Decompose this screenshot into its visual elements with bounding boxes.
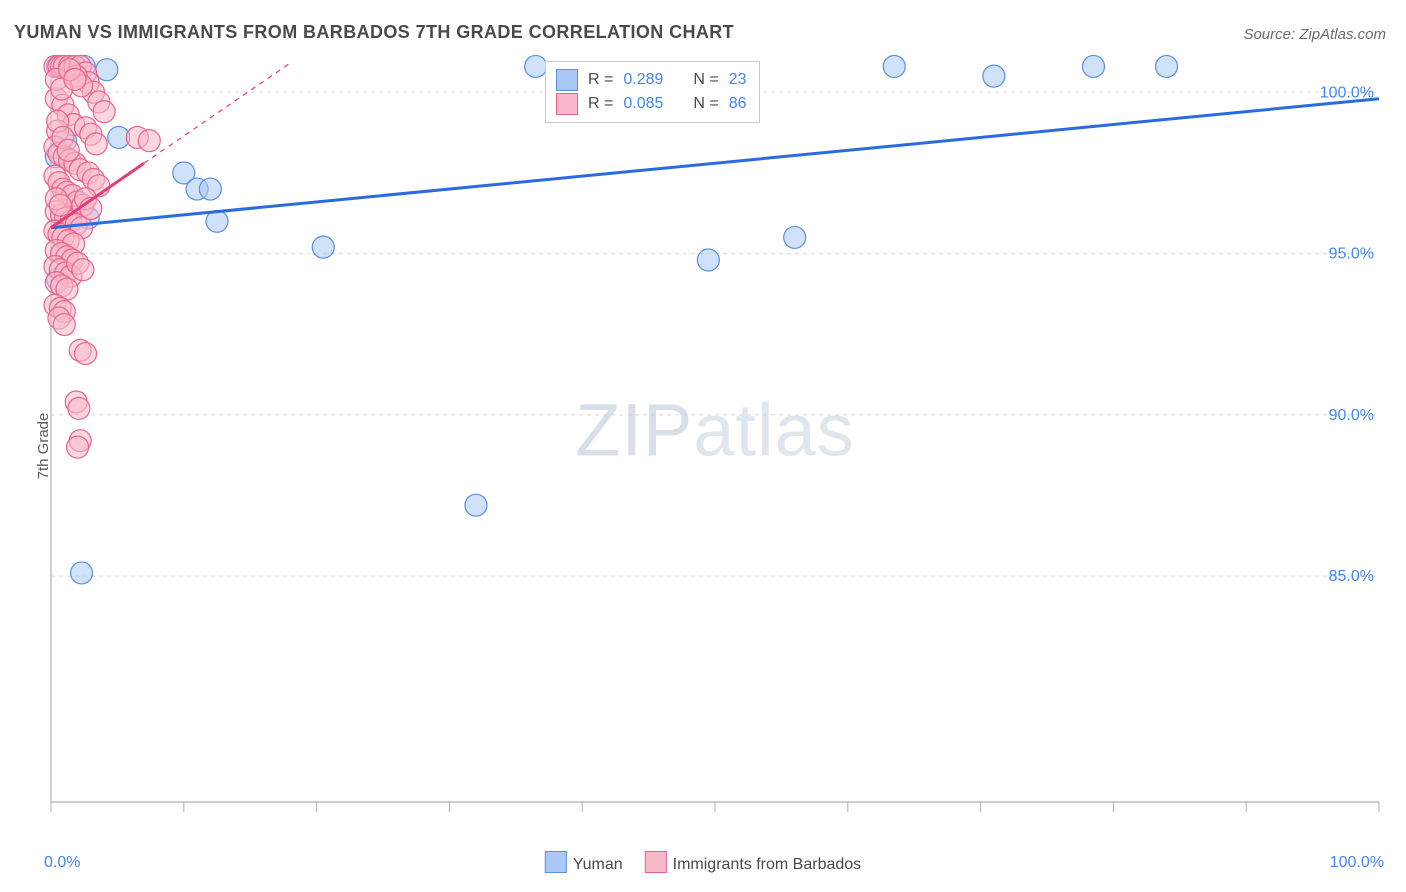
legend-item-0: Yuman: [545, 851, 623, 874]
legend-swatch-0: [556, 69, 578, 91]
legend-swatch-barbados: [645, 851, 667, 873]
r-label-0: R =: [588, 68, 613, 92]
legend-series: Yuman Immigrants from Barbados: [545, 851, 861, 874]
r-label-1: R =: [588, 92, 613, 116]
chart-container: YUMAN VS IMMIGRANTS FROM BARBADOS 7TH GR…: [0, 0, 1406, 892]
source-label: Source: ZipAtlas.com: [1243, 26, 1386, 43]
svg-text:95.0%: 95.0%: [1329, 246, 1374, 263]
n-label-0: N =: [693, 68, 718, 92]
legend-item-1: Immigrants from Barbados: [645, 851, 862, 874]
legend-stats-row-1: R = 0.085 N = 86: [556, 92, 747, 116]
r-value-0: 0.289: [623, 68, 663, 92]
plot-svg: 85.0%90.0%95.0%100.0%: [50, 60, 1380, 830]
r-value-1: 0.085: [623, 92, 663, 116]
legend-stats: R = 0.289 N = 23 R = 0.085 N = 86: [545, 61, 760, 123]
n-value-1: 86: [729, 92, 747, 116]
x-origin-label: 0.0%: [44, 854, 80, 872]
legend-swatch-1: [556, 93, 578, 115]
plot-area: 85.0%90.0%95.0%100.0% ZIPatlas: [50, 60, 1380, 830]
x-end-label: 100.0%: [1330, 854, 1384, 872]
legend-stats-row-0: R = 0.289 N = 23: [556, 68, 747, 92]
svg-text:90.0%: 90.0%: [1329, 407, 1374, 424]
n-label-1: N =: [693, 92, 718, 116]
legend-label-0: Yuman: [573, 856, 623, 873]
n-value-0: 23: [729, 68, 747, 92]
svg-text:85.0%: 85.0%: [1329, 568, 1374, 585]
chart-title: YUMAN VS IMMIGRANTS FROM BARBADOS 7TH GR…: [14, 22, 734, 43]
legend-label-1: Immigrants from Barbados: [673, 856, 862, 873]
legend-swatch-yuman: [545, 851, 567, 873]
